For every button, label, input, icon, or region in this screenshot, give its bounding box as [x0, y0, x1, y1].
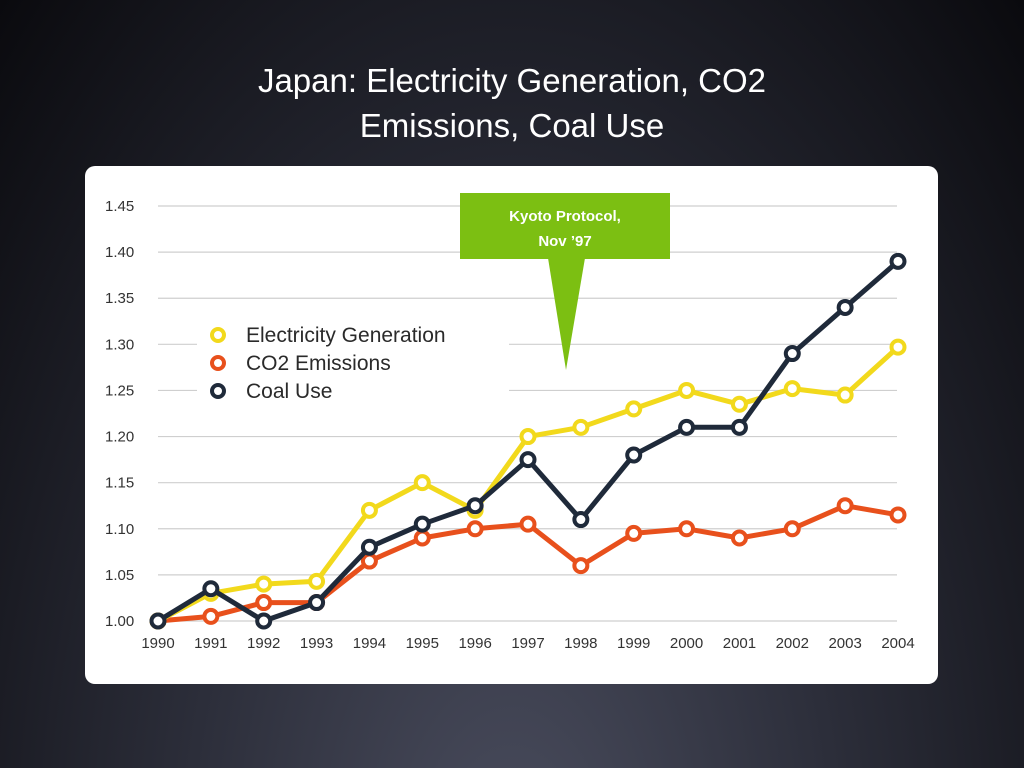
x-tick-label: 1994 — [353, 635, 386, 652]
data-point — [836, 298, 854, 316]
legend-item: CO2 Emissions — [210, 352, 391, 375]
callout-text-line-2: Nov ’97 — [538, 233, 591, 250]
y-tick-label: 1.45 — [105, 198, 134, 215]
callout-text-line-1: Kyoto Protocol, — [509, 208, 621, 225]
legend-background — [197, 318, 509, 410]
legend: Electricity Generation CO2 Emissions Coal … — [197, 318, 509, 410]
data-point — [572, 511, 590, 529]
data-point — [678, 418, 696, 436]
data-point — [836, 386, 854, 404]
data-point — [255, 575, 273, 593]
legend-marker — [210, 327, 226, 343]
x-tick-label: 1995 — [406, 635, 439, 652]
data-point — [466, 497, 484, 515]
legend-label: CO2 Emissions — [246, 352, 391, 375]
x-tick-label: 1998 — [564, 635, 597, 652]
y-tick-labels: 1.00 1.05 1.10 1.15 1.20 1.25 1.30 1.35 1.40 1.45 — [105, 198, 134, 630]
data-point — [678, 381, 696, 399]
y-tick-label: 1.05 — [105, 567, 134, 584]
data-point — [625, 446, 643, 464]
x-tick-label: 2003 — [828, 635, 861, 652]
y-tick-label: 1.35 — [105, 290, 134, 307]
legend-item: Coal Use — [210, 380, 332, 403]
data-point — [572, 557, 590, 575]
data-point — [783, 520, 801, 538]
y-tick-label: 1.30 — [105, 336, 134, 353]
x-tick-label: 1992 — [247, 635, 280, 652]
legend-item: Electricity Generation — [210, 324, 446, 347]
x-tick-labels: 1990 1991 1992 1993 1994 1995 1996 1997 1998 1999… — [141, 635, 914, 652]
data-point — [730, 418, 748, 436]
y-tick-label: 1.25 — [105, 382, 134, 399]
series-coal-use — [149, 252, 907, 630]
title-line-2: Emissions, Coal Use — [359, 107, 665, 144]
x-tick-label: 2002 — [776, 635, 809, 652]
x-tick-label: 2000 — [670, 635, 703, 652]
data-point — [625, 524, 643, 542]
y-tick-label: 1.15 — [105, 475, 134, 492]
data-point — [202, 607, 220, 625]
y-tick-label: 1.20 — [105, 429, 134, 446]
x-tick-label: 1999 — [617, 635, 650, 652]
slide-title: Japan: Electricity Generation, CO2 Emiss… — [0, 58, 1024, 148]
y-tick-label: 1.00 — [105, 613, 134, 630]
data-point — [519, 451, 537, 469]
data-point — [360, 501, 378, 519]
data-point — [889, 506, 907, 524]
legend-marker — [210, 355, 226, 371]
line-chart: 1.00 1.05 1.10 1.15 1.20 1.25 1.30 1.35 1.40 1.45… — [105, 193, 915, 652]
series-co2-emissions — [149, 497, 907, 630]
x-tick-label: 1990 — [141, 635, 174, 652]
x-tick-label: 1991 — [194, 635, 227, 652]
callout-pointer — [548, 258, 585, 370]
data-point — [202, 580, 220, 598]
legend-marker — [210, 383, 226, 399]
kyoto-protocol-callout: Kyoto Protocol, Nov ’97 — [460, 193, 670, 370]
y-tick-label: 1.10 — [105, 521, 134, 538]
data-point — [360, 538, 378, 556]
x-tick-label: 1996 — [458, 635, 491, 652]
data-point — [255, 594, 273, 612]
data-point — [836, 497, 854, 515]
data-point — [149, 612, 167, 630]
x-tick-label: 1997 — [511, 635, 544, 652]
data-point — [889, 252, 907, 270]
data-point — [625, 400, 643, 418]
data-point — [413, 529, 431, 547]
x-tick-label: 2004 — [881, 635, 914, 652]
data-point — [519, 515, 537, 533]
data-point — [255, 612, 273, 630]
x-tick-label: 2001 — [723, 635, 756, 652]
data-point — [360, 552, 378, 570]
data-point — [678, 520, 696, 538]
data-point — [783, 380, 801, 398]
title-line-1: Japan: Electricity Generation, CO2 — [257, 62, 767, 99]
legend-label: Coal Use — [246, 380, 332, 403]
callout-box — [460, 193, 670, 259]
data-point — [413, 474, 431, 492]
legend-label: Electricity Generation — [246, 324, 446, 347]
data-point — [413, 515, 431, 533]
data-point — [308, 572, 326, 590]
data-point — [730, 529, 748, 547]
y-tick-label: 1.40 — [105, 244, 134, 261]
data-point — [730, 395, 748, 413]
data-point — [783, 345, 801, 363]
x-tick-label: 1993 — [300, 635, 333, 652]
data-point — [519, 428, 537, 446]
y-gridlines — [158, 205, 897, 622]
chart-panel: 1.00 1.05 1.10 1.15 1.20 1.25 1.30 1.35 1.40 1.45… — [85, 166, 938, 684]
data-point — [466, 520, 484, 538]
data-point — [889, 338, 907, 356]
data-point — [572, 418, 590, 436]
data-point — [308, 594, 326, 612]
